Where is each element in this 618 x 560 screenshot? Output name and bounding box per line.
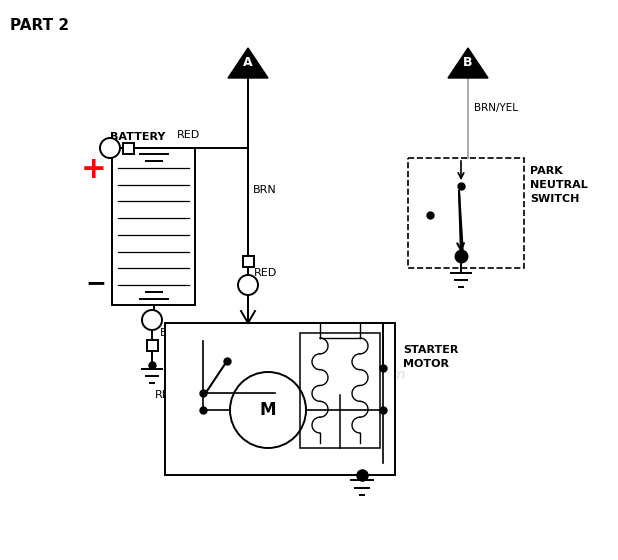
- Text: RED: RED: [176, 130, 200, 140]
- Circle shape: [238, 275, 258, 295]
- Text: BRN/YEL: BRN/YEL: [474, 103, 518, 113]
- Polygon shape: [228, 48, 268, 78]
- Text: PARK
NEUTRAL
SWITCH: PARK NEUTRAL SWITCH: [530, 166, 588, 204]
- Polygon shape: [448, 48, 488, 78]
- Text: BRN: BRN: [253, 185, 277, 195]
- Text: RED: RED: [155, 390, 178, 400]
- Circle shape: [142, 310, 162, 330]
- Text: BLK: BLK: [160, 328, 181, 338]
- Text: PART 2: PART 2: [10, 18, 69, 33]
- Text: STARTER
MOTOR: STARTER MOTOR: [403, 345, 459, 369]
- Bar: [146, 339, 158, 351]
- Text: RED: RED: [254, 268, 277, 278]
- Text: A: A: [243, 57, 253, 69]
- Text: BATTERY: BATTERY: [110, 132, 166, 142]
- Bar: [122, 142, 133, 153]
- Text: B: B: [464, 57, 473, 69]
- Bar: [300, 333, 380, 448]
- Bar: [408, 158, 524, 268]
- Bar: [165, 323, 395, 475]
- Bar: [242, 255, 253, 267]
- Text: troubleshootmyvehicle.com: troubleshootmyvehicle.com: [213, 368, 405, 382]
- Text: M: M: [260, 401, 276, 419]
- Text: −: −: [85, 271, 106, 295]
- Text: +: +: [80, 156, 106, 184]
- Circle shape: [100, 138, 120, 158]
- Bar: [112, 148, 195, 305]
